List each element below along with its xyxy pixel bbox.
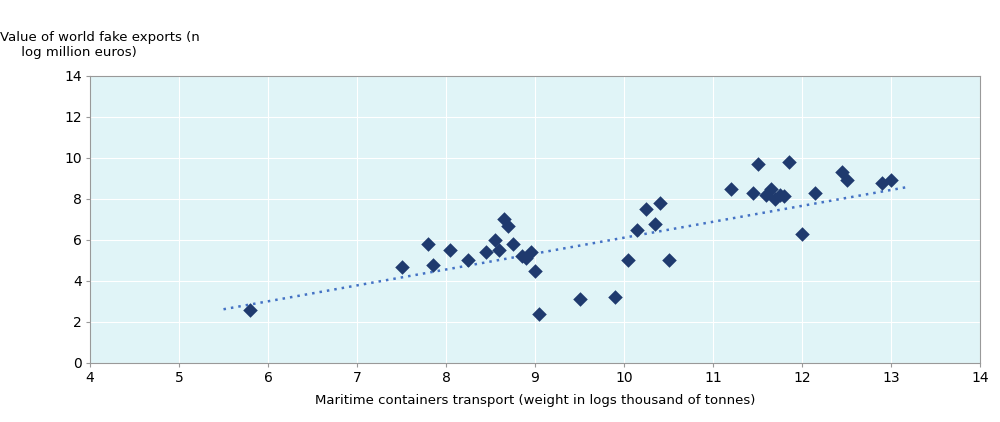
Point: [478, 249, 494, 256]
Point: [572, 296, 588, 303]
Point: [750, 161, 766, 168]
Point: [638, 206, 654, 213]
Point: [763, 185, 779, 192]
Point: [607, 294, 623, 301]
Point: [620, 257, 636, 264]
Point: [514, 253, 530, 260]
Point: [531, 310, 547, 317]
Point: [807, 189, 823, 196]
Point: [460, 257, 476, 264]
Point: [652, 200, 668, 206]
Point: [772, 192, 788, 198]
Point: [776, 192, 792, 199]
Point: [496, 216, 512, 223]
Point: [767, 195, 783, 202]
Point: [834, 169, 850, 176]
Point: [394, 263, 410, 270]
Point: [745, 189, 761, 196]
Point: [794, 230, 810, 237]
Point: [491, 247, 507, 254]
Point: [523, 249, 539, 256]
Text: Value of world fake exports (n
     log million euros): Value of world fake exports (n log milli…: [0, 31, 200, 59]
Point: [781, 159, 797, 165]
Point: [505, 241, 521, 247]
Point: [425, 261, 441, 268]
Point: [242, 306, 258, 313]
Point: [442, 247, 458, 254]
X-axis label: Maritime containers transport (weight in logs thousand of tonnes): Maritime containers transport (weight in…: [315, 394, 755, 406]
Point: [723, 185, 739, 192]
Point: [487, 237, 503, 243]
Point: [874, 179, 890, 186]
Point: [647, 220, 663, 227]
Point: [838, 177, 854, 184]
Point: [758, 192, 774, 198]
Point: [629, 226, 645, 233]
Point: [883, 177, 899, 184]
Point: [500, 222, 516, 229]
Point: [660, 257, 676, 264]
Point: [518, 255, 534, 262]
Point: [527, 267, 543, 274]
Point: [420, 241, 436, 247]
